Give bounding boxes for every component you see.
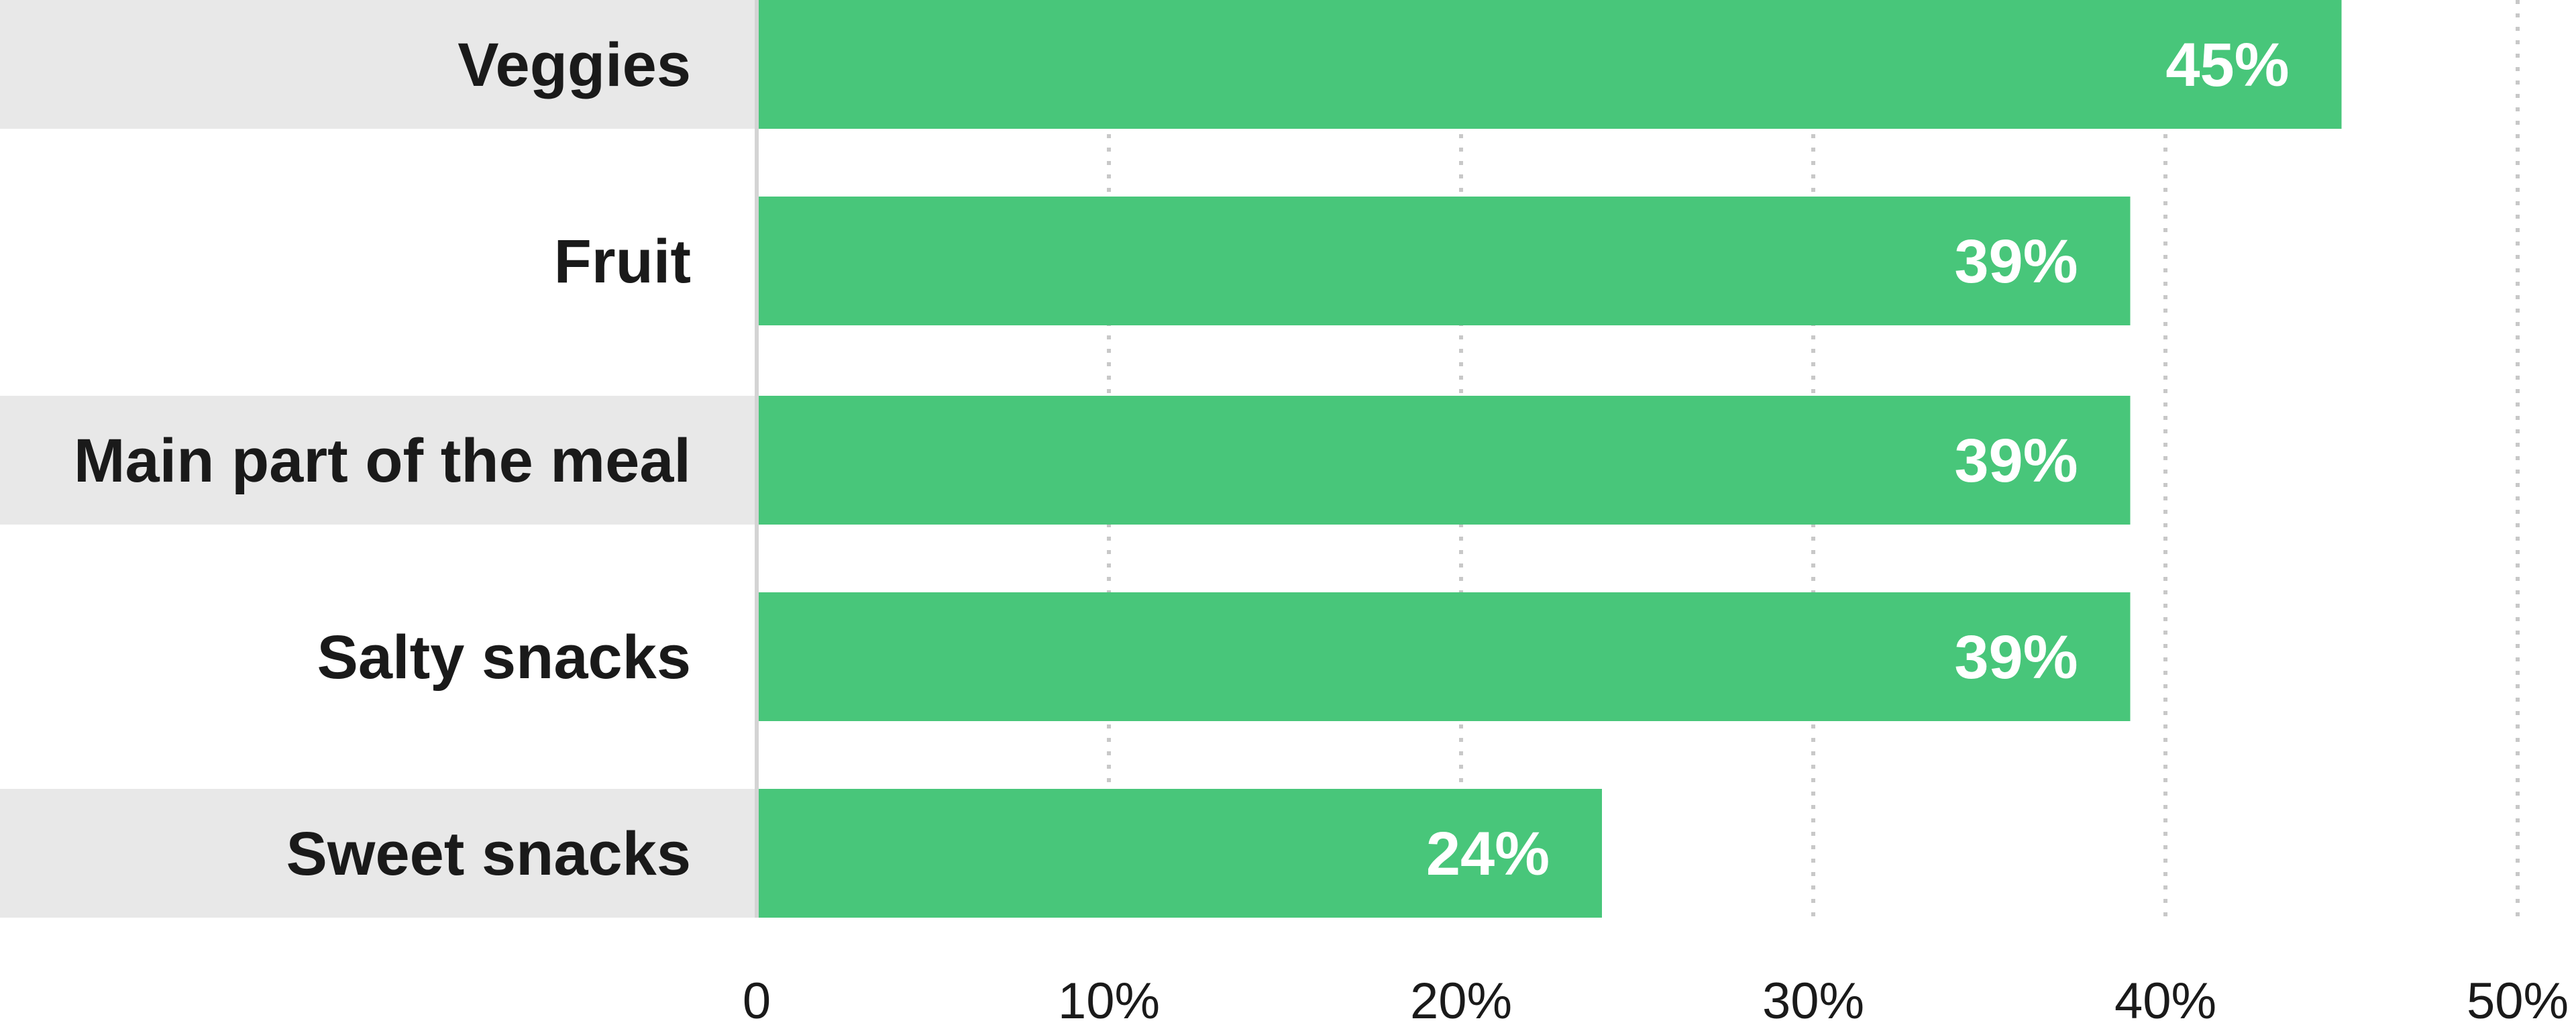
value-labels: 45% 39% 39% 39% 24%: [1426, 31, 2290, 888]
x-tick-label: 0: [743, 973, 771, 1027]
bar: [759, 396, 2131, 525]
row-band: [0, 396, 757, 525]
category-label: Sweet snacks: [286, 820, 691, 888]
row-band: [0, 789, 757, 918]
value-label: 45%: [2165, 31, 2289, 99]
x-tick-labels: 0 10% 20% 30% 40% 50%: [743, 973, 2569, 1027]
row-band: [0, 0, 757, 129]
category-label: Salty snacks: [317, 623, 691, 692]
category-label: Main part of the meal: [74, 427, 691, 495]
value-label: 24%: [1426, 820, 1550, 888]
x-tick-label: 10%: [1058, 973, 1160, 1027]
x-tick-label: 30%: [1762, 973, 1864, 1027]
x-tick-label: 50%: [2467, 973, 2569, 1027]
category-label: Veggies: [458, 31, 691, 99]
category-labels: Veggies Fruit Main part of the meal Salty s…: [74, 31, 691, 888]
value-label: 39%: [1954, 427, 2078, 495]
x-tick-label: 40%: [2114, 973, 2216, 1027]
bar: [759, 197, 2131, 325]
bar: [759, 789, 1602, 918]
category-label: Fruit: [554, 227, 691, 296]
value-label: 39%: [1954, 623, 2078, 692]
bars: [759, 0, 2342, 918]
bar: [759, 0, 2342, 129]
value-label: 39%: [1954, 227, 2078, 296]
bar: [759, 592, 2131, 721]
row-bands: [0, 0, 757, 918]
x-tick-label: 20%: [1410, 973, 1512, 1027]
